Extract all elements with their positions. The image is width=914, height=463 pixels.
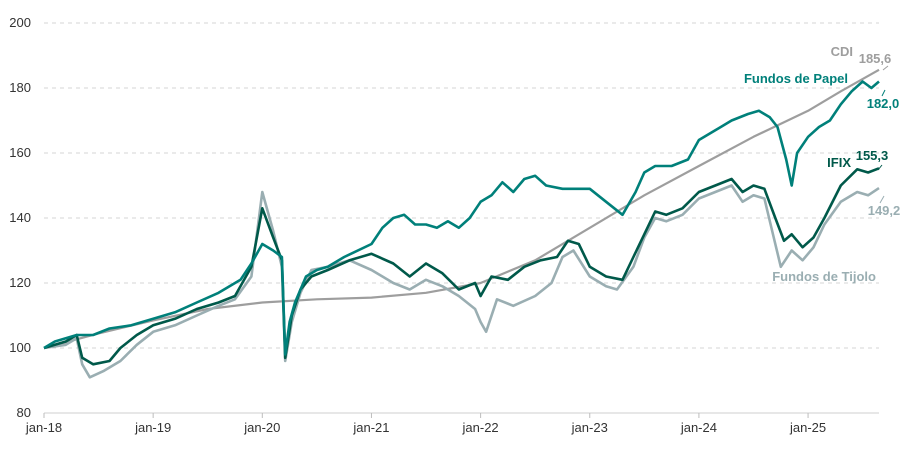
series-end-value-label: 155,3 [856, 148, 889, 163]
x-tick-label: jan-21 [352, 420, 389, 435]
x-axis: jan-18 jan-19 jan-20 jan-21 jan-22 jan-23 jan-… [25, 413, 826, 435]
series-end-value-label: 185,6 [859, 51, 892, 66]
x-tick-label: jan-19 [134, 420, 171, 435]
series-end-value-label: 149,2 [868, 203, 901, 218]
series-line-fundos-de-papel [43, 80, 880, 356]
series-end-value-label: 182,0 [867, 96, 900, 111]
gridlines [44, 22, 879, 414]
x-tick-label: jan-25 [789, 420, 826, 435]
x-tick-label: jan-24 [680, 420, 717, 435]
x-tick-label: jan-20 [243, 420, 280, 435]
series-labels: CDI 185,6 Fundos de Papel 182,0 IFIX 155,3 Fun… [744, 44, 900, 284]
label-leader-line [879, 195, 885, 204]
label-leader-line [877, 164, 883, 171]
x-tick-label: jan-18 [25, 420, 62, 435]
series-name-label: Fundos de Papel [744, 71, 848, 86]
series-lines [43, 68, 880, 379]
series-name-label: CDI [831, 44, 853, 59]
series-name-label: Fundos de Tijolo [772, 269, 876, 284]
x-tick-label: jan-23 [571, 420, 608, 435]
series-line-fundos-de-tijolo [43, 184, 880, 379]
y-tick-label: 140 [9, 210, 31, 225]
y-tick-label: 200 [9, 15, 31, 30]
label-leader-line [882, 65, 889, 71]
y-tick-label: 100 [9, 340, 31, 355]
y-tick-label: 180 [9, 80, 31, 95]
series-name-label: IFIX [827, 155, 851, 170]
y-tick-label: 80 [17, 405, 31, 420]
x-tick-label: jan-22 [462, 420, 499, 435]
y-tick-label: 160 [9, 145, 31, 160]
y-axis: 80 100 120 140 160 180 200 [9, 15, 31, 420]
series-line-ifix [43, 167, 880, 366]
y-tick-label: 120 [9, 275, 31, 290]
label-leader-line [881, 89, 886, 97]
